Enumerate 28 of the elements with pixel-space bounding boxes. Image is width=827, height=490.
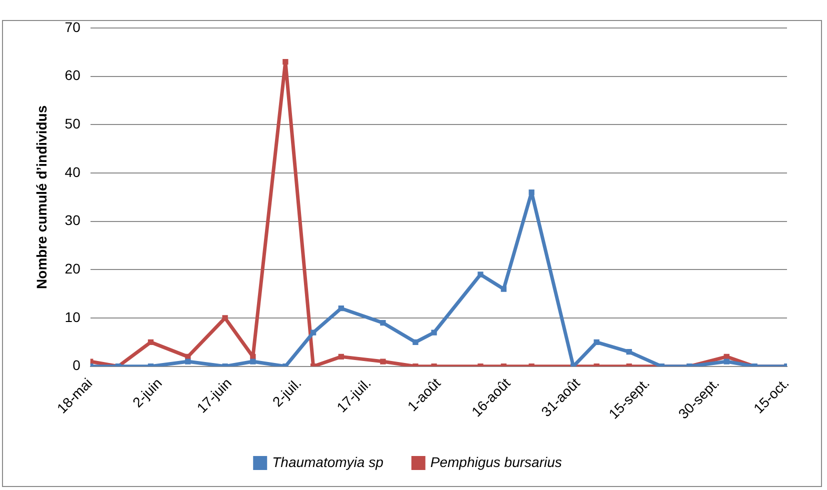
y-tick-label: 50 [64, 116, 81, 132]
y-axis-title: Nombre cumulé d’individus [33, 105, 50, 289]
point [412, 339, 418, 346]
point [310, 330, 316, 336]
point [222, 315, 228, 321]
y-tick-label: 20 [64, 260, 81, 277]
point [431, 330, 437, 336]
point [626, 349, 632, 355]
point [528, 190, 534, 196]
point [250, 358, 256, 364]
point [380, 320, 386, 326]
legend-label: Thaumatomyia sp [272, 454, 384, 470]
point [594, 339, 600, 346]
y-tick-label: 70 [64, 18, 81, 35]
point [380, 358, 386, 364]
y-tick-label: 10 [64, 308, 81, 325]
legend-label: Pemphigus bursarius [430, 454, 562, 470]
y-tick-label: 0 [72, 357, 81, 374]
point [185, 358, 191, 364]
point [338, 354, 344, 360]
point [338, 306, 344, 312]
point [148, 339, 154, 346]
y-tick-label: 60 [64, 67, 81, 84]
point [500, 286, 507, 292]
point [478, 272, 484, 278]
y-tick-label: 40 [64, 164, 81, 180]
y-tick-label: 30 [64, 212, 81, 228]
point [724, 358, 730, 364]
